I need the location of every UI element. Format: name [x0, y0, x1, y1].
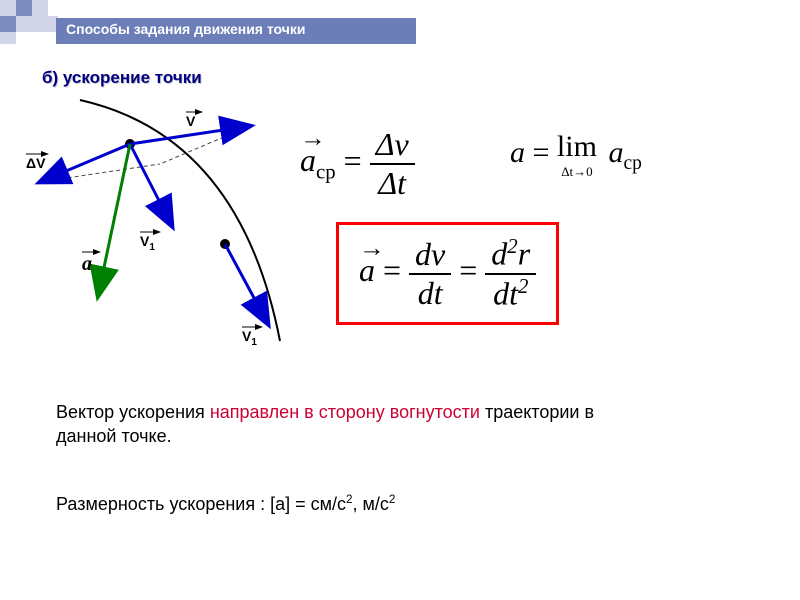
svg-text:a: a: [82, 253, 92, 275]
vector-V1b: [225, 244, 268, 324]
label-V: V: [186, 112, 202, 129]
svg-text:V1: V1: [140, 233, 155, 253]
label-V1: V1: [140, 232, 160, 253]
formula-a-cp: a ср = Δv Δt: [300, 126, 415, 202]
formula-a-lim: a = lim Δt→0 aср: [510, 130, 642, 180]
subtitle: б) ускорение точки: [42, 68, 202, 88]
svg-text:V1: V1: [242, 328, 257, 348]
label-dV: ΔV: [26, 154, 48, 171]
svg-text:V: V: [186, 113, 196, 129]
vector-V1: [130, 144, 172, 226]
svg-text:ΔV: ΔV: [26, 155, 46, 171]
vector-dV: [40, 144, 130, 182]
vector-a: [98, 144, 130, 296]
label-a: a: [82, 252, 100, 275]
dimension-text: Размерность ускорения : [a] = см/с2, м/с…: [56, 492, 395, 516]
formula-a-dv-box: a = dv dt = d2r dt2: [336, 222, 559, 325]
slide-title: Способы задания движения точки: [66, 21, 305, 37]
slide-title-bar: Способы задания движения точки: [56, 18, 416, 44]
vector-diagram: V ΔV V1 V1 a: [20, 96, 300, 356]
label-V1b: V1: [242, 327, 262, 348]
body-text-1: Вектор ускорения направлен в сторону вог…: [56, 400, 756, 449]
